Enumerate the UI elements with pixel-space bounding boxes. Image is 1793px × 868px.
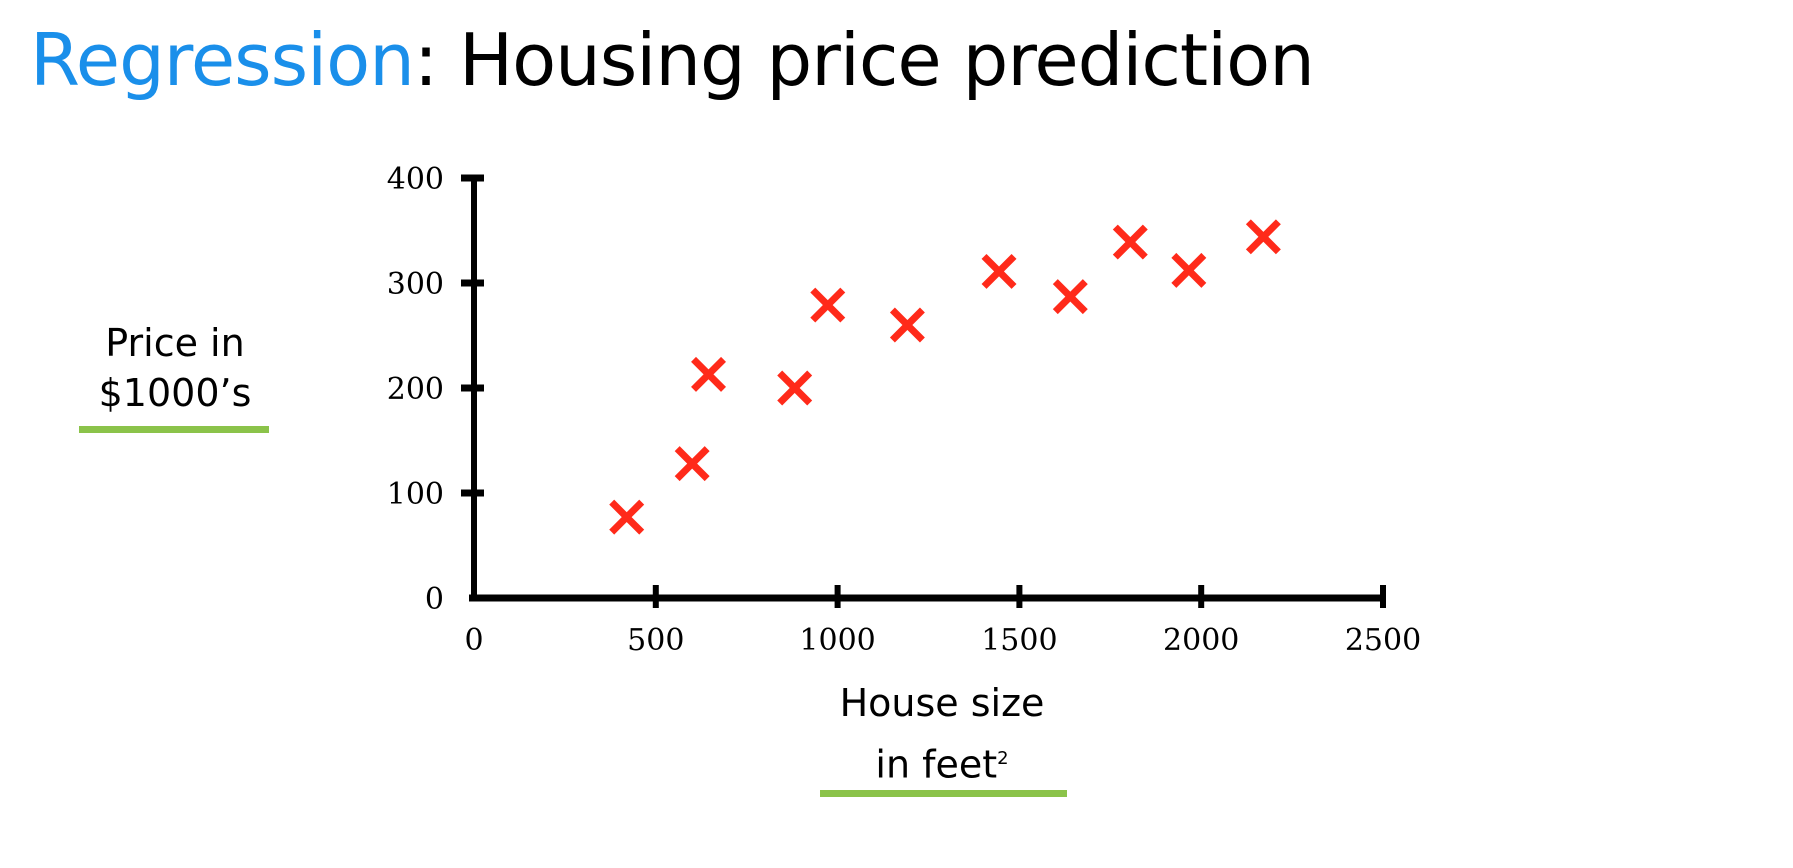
x-tick-label: 1500 xyxy=(981,623,1057,658)
y-label-line2: $1000’s xyxy=(98,371,252,415)
y-tick-label: 400 xyxy=(387,162,444,197)
data-point-x-marker xyxy=(1245,219,1281,255)
title-rest: : Housing price prediction xyxy=(413,18,1315,102)
y-tick-label: 100 xyxy=(387,477,444,512)
data-point-x-marker xyxy=(609,499,645,535)
data-point-x-marker xyxy=(1112,224,1148,260)
x-tick-label: 500 xyxy=(627,623,684,658)
y-tick-label: 0 xyxy=(425,582,444,617)
data-point-x-marker xyxy=(1052,279,1088,315)
data-point-x-marker xyxy=(981,253,1017,289)
data-point-x-marker xyxy=(810,287,846,323)
data-point-x-marker xyxy=(674,446,710,482)
data-point-x-marker xyxy=(691,356,726,392)
data-point-x-marker xyxy=(1171,252,1207,288)
y-label-line1: Price in xyxy=(105,321,245,365)
y-label-underline xyxy=(79,426,269,433)
x-label-underline xyxy=(820,790,1067,797)
x-axis-label: House size in feet2 xyxy=(792,675,1092,793)
y-axis-label: Price in $1000’s xyxy=(75,318,275,418)
slide-title: Regression: Housing price prediction xyxy=(30,18,1315,102)
x-tick-label: 1000 xyxy=(799,623,875,658)
y-tick-label: 200 xyxy=(387,372,444,407)
x-tick-label: 2000 xyxy=(1163,623,1239,658)
data-point-x-marker xyxy=(889,307,925,343)
data-point-x-marker xyxy=(777,370,813,406)
x-tick-label: 2500 xyxy=(1345,623,1421,658)
x-label-superscript: 2 xyxy=(997,748,1009,769)
title-highlight: Regression xyxy=(30,18,415,102)
x-label-line1: House size xyxy=(839,681,1045,725)
x-label-line2: in feet xyxy=(875,742,998,787)
y-tick-label: 300 xyxy=(387,267,444,302)
x-tick-label: 0 xyxy=(464,623,483,658)
